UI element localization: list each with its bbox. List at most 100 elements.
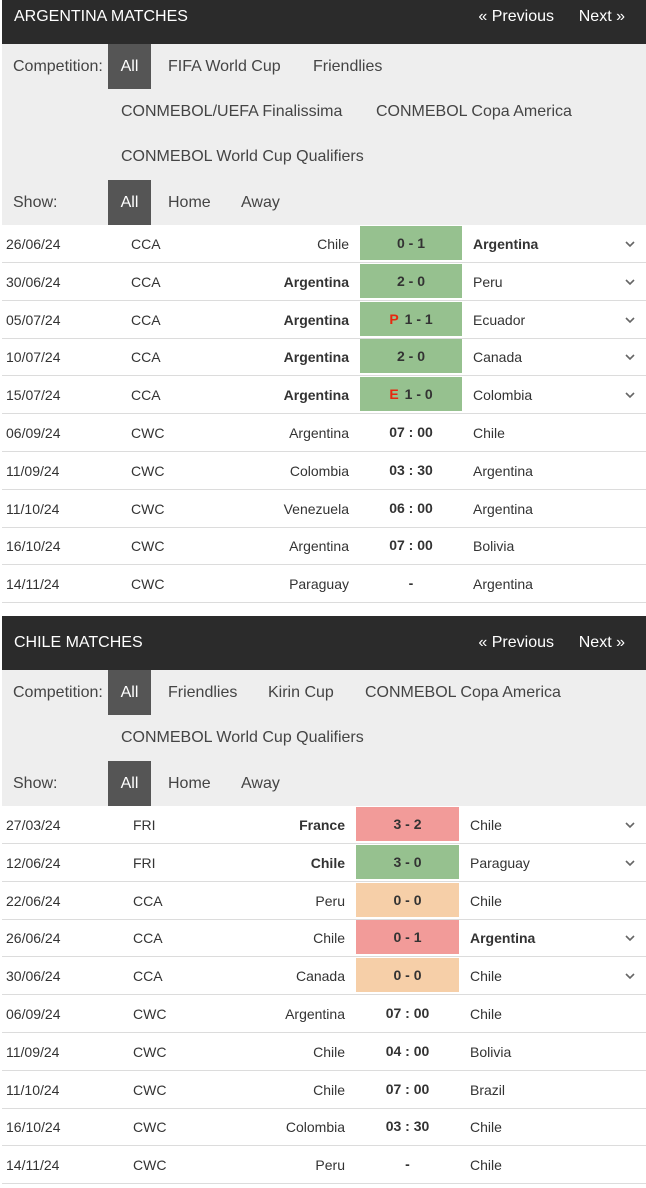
away-team[interactable]: Chile <box>470 1157 502 1174</box>
match-row: 11/09/24 CWC Colombia 03 : 30 Argentina <box>2 452 646 490</box>
show-option-all[interactable]: All <box>108 180 151 225</box>
home-team[interactable]: Chile <box>317 236 349 252</box>
chevron-down-icon[interactable] <box>624 819 636 831</box>
competition-option-friendlies[interactable]: Friendlies <box>168 684 238 701</box>
home-team[interactable]: Argentina <box>289 425 349 441</box>
competition-option-finalissima[interactable]: CONMEBOL/UEFA Finalissima <box>121 103 343 120</box>
match-score[interactable]: - <box>356 1147 459 1181</box>
show-option-away[interactable]: Away <box>241 775 280 792</box>
home-team[interactable]: Chile <box>313 930 345 947</box>
home-team[interactable]: Colombia <box>285 1119 345 1136</box>
home-team[interactable]: France <box>299 817 345 833</box>
away-team[interactable]: Bolivia <box>470 1043 512 1060</box>
match-score[interactable]: 2 - 0 <box>360 263 462 298</box>
next-link[interactable]: Next » <box>578 8 625 25</box>
previous-link[interactable]: « Previous <box>478 8 554 25</box>
chevron-down-icon[interactable] <box>624 314 636 326</box>
match-score[interactable]: - <box>360 566 462 600</box>
match-score[interactable]: 0 - 1 <box>356 920 459 955</box>
next-link[interactable]: Next » <box>578 634 625 651</box>
away-team[interactable]: Peru <box>473 273 503 290</box>
show-option-home[interactable]: Home <box>168 775 211 792</box>
home-team[interactable]: Canada <box>295 968 345 985</box>
away-team[interactable]: Argentina <box>470 930 536 947</box>
match-score[interactable]: 03 : 30 <box>360 453 462 487</box>
match-score[interactable]: 07 : 00 <box>356 996 459 1030</box>
match-row[interactable]: 10/07/24 CCA Argentina 2 - 0 Canada <box>2 338 646 377</box>
match-row[interactable]: 05/07/24 CCA Argentina P 1 - 1 Ecuador <box>2 301 646 339</box>
away-team[interactable]: Bolivia <box>473 538 515 555</box>
match-score[interactable]: 2 - 0 <box>360 339 462 374</box>
chevron-down-icon[interactable] <box>624 351 636 363</box>
away-team[interactable]: Chile <box>470 1119 502 1136</box>
away-team[interactable]: Chile <box>470 968 502 985</box>
competition-option-friendlies[interactable]: Friendlies <box>313 58 383 75</box>
chevron-down-icon[interactable] <box>624 970 636 982</box>
competition-option-copa-america[interactable]: CONMEBOL Copa America <box>365 684 561 701</box>
match-score[interactable]: 06 : 00 <box>360 491 462 525</box>
chevron-down-icon[interactable] <box>624 857 636 869</box>
away-team[interactable]: Ecuador <box>473 311 526 328</box>
match-row[interactable]: 27/03/24 FRI France 3 - 2 Chile <box>2 806 646 844</box>
away-team[interactable]: Argentina <box>473 462 533 479</box>
competition-option-wc-qualifiers[interactable]: CONMEBOL World Cup Qualifiers <box>121 729 364 746</box>
away-team[interactable]: Chile <box>473 425 505 441</box>
match-row[interactable]: 12/06/24 FRI Chile 3 - 0 Paraguay <box>2 844 646 882</box>
competition-option-kirin-cup[interactable]: Kirin Cup <box>268 684 334 701</box>
match-score[interactable]: 07 : 00 <box>360 528 462 562</box>
away-team[interactable]: Chile <box>470 892 502 909</box>
away-team[interactable]: Colombia <box>473 387 533 404</box>
competition-option-wc-qualifiers[interactable]: CONMEBOL World Cup Qualifiers <box>121 148 364 165</box>
away-team[interactable]: Argentina <box>473 576 533 593</box>
away-team[interactable]: Canada <box>473 349 523 366</box>
match-score[interactable]: 07 : 00 <box>360 415 462 449</box>
show-option-all[interactable]: All <box>108 761 151 806</box>
home-team[interactable]: Chile <box>313 1081 345 1098</box>
chevron-down-icon[interactable] <box>624 932 636 944</box>
match-score[interactable]: 03 : 30 <box>356 1109 459 1143</box>
competition-option-fifa-world-cup[interactable]: FIFA World Cup <box>168 58 281 75</box>
away-team[interactable]: Argentina <box>473 500 533 517</box>
match-score[interactable]: 0 - 1 <box>360 226 462 260</box>
home-team[interactable]: Chile <box>310 854 345 871</box>
match-score[interactable]: E 1 - 0 <box>360 377 462 412</box>
chevron-down-icon[interactable] <box>624 276 636 288</box>
show-option-home[interactable]: Home <box>168 194 211 211</box>
match-row[interactable]: 26/06/24 CCA Chile 0 - 1 Argentina <box>2 225 646 263</box>
match-score[interactable]: 0 - 0 <box>356 882 459 917</box>
away-team[interactable]: Brazil <box>470 1081 506 1098</box>
chevron-down-icon[interactable] <box>624 238 636 250</box>
home-team[interactable]: Venezuela <box>283 500 349 517</box>
home-team[interactable]: Argentina <box>283 311 349 328</box>
home-team[interactable]: Argentina <box>283 349 349 366</box>
match-score[interactable]: P 1 - 1 <box>360 301 462 336</box>
competition-option-copa-america[interactable]: CONMEBOL Copa America <box>376 103 572 120</box>
match-score[interactable]: 0 - 0 <box>356 958 459 993</box>
home-team[interactable]: Colombia <box>289 462 349 479</box>
home-team[interactable]: Argentina <box>283 273 349 290</box>
away-team[interactable]: Argentina <box>473 236 539 252</box>
home-team[interactable]: Chile <box>313 1043 345 1060</box>
away-team[interactable]: Chile <box>470 1006 502 1022</box>
match-row[interactable]: 30/06/24 CCA Canada 0 - 0 Chile <box>2 957 646 996</box>
match-row[interactable]: 26/06/24 CCA Chile 0 - 1 Argentina <box>2 919 646 958</box>
match-row[interactable]: 30/06/24 CCA Argentina 2 - 0 Peru <box>2 263 646 301</box>
match-score[interactable]: 3 - 0 <box>356 844 459 879</box>
away-team[interactable]: Paraguay <box>470 854 530 871</box>
home-team[interactable]: Paraguay <box>289 576 349 593</box>
match-score[interactable]: 04 : 00 <box>356 1034 459 1068</box>
home-team[interactable]: Argentina <box>285 1006 345 1022</box>
away-team[interactable]: Chile <box>470 817 502 833</box>
home-team[interactable]: Peru <box>315 892 345 909</box>
previous-link[interactable]: « Previous <box>478 634 554 651</box>
show-option-away[interactable]: Away <box>241 194 280 211</box>
chevron-down-icon[interactable] <box>624 389 636 401</box>
match-score[interactable]: 3 - 2 <box>356 807 459 841</box>
competition-option-all[interactable]: All <box>108 44 151 89</box>
home-team[interactable]: Argentina <box>283 387 349 404</box>
home-team[interactable]: Peru <box>315 1157 345 1174</box>
home-team[interactable]: Argentina <box>289 538 349 555</box>
competition-option-all[interactable]: All <box>108 670 151 715</box>
match-score[interactable]: 07 : 00 <box>356 1072 459 1106</box>
match-row[interactable]: 15/07/24 CCA Argentina E 1 - 0 Colombia <box>2 376 646 415</box>
